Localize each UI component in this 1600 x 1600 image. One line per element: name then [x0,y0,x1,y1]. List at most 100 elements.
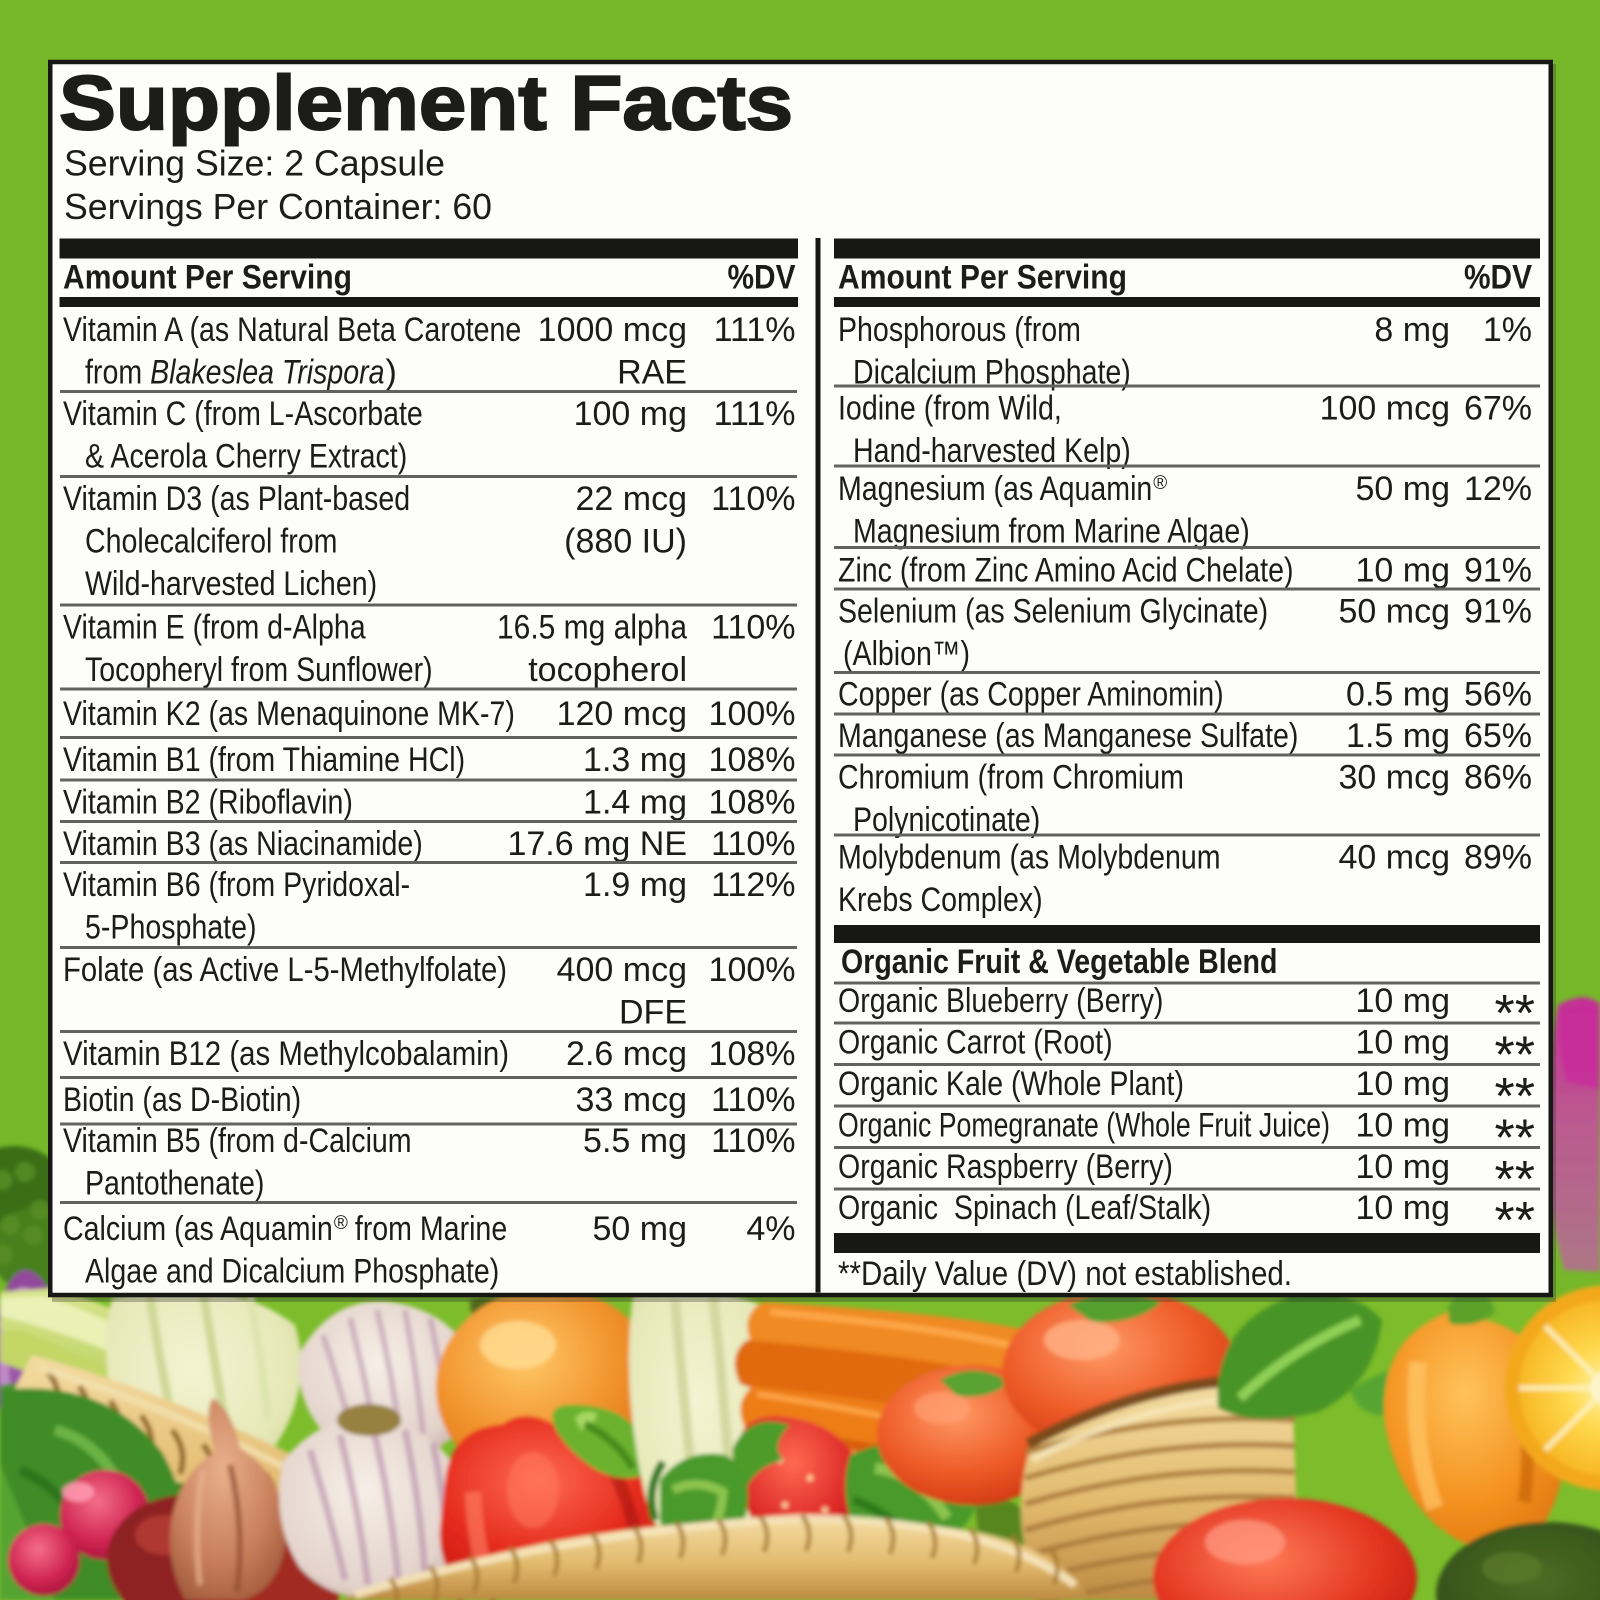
svg-text:Tocopheryl from Sunflower): Tocopheryl from Sunflower) [85,651,433,689]
svg-text:Algae and Dicalcium Phosphate): Algae and Dicalcium Phosphate) [85,1253,499,1291]
svg-text:17.6 mg NE: 17.6 mg NE [507,825,687,863]
svg-text:Organic Kale (Whole Plant): Organic Kale (Whole Plant) [838,1065,1184,1103]
svg-text:**: ** [1495,1110,1535,1168]
svg-text:Organic Spinach (Leaf/Stalk): Organic Spinach (Leaf/Stalk) [838,1189,1211,1227]
svg-text:tocopherol: tocopherol [528,651,687,689]
svg-text:Vitamin A (as Natural Beta Car: Vitamin A (as Natural Beta Carotene [63,311,521,349]
svg-text:Phosphorous (from: Phosphorous (from [838,311,1081,349]
svg-text:91%: 91% [1464,593,1532,631]
svg-text:1000 mcg: 1000 mcg [538,311,687,349]
svg-text:Organic Blueberry (Berry): Organic Blueberry (Berry) [838,982,1163,1020]
svg-text:Copper (as Copper Aminomin): Copper (as Copper Aminomin) [838,676,1224,714]
svg-text:from Marine: from Marine [355,1210,507,1248]
svg-text:Vitamin B1 (from Thiamine HCl): Vitamin B1 (from Thiamine HCl) [63,741,465,779]
svg-text:DFE: DFE [619,994,687,1032]
svg-text:111%: 111% [714,395,796,433]
svg-text:30 mcg: 30 mcg [1339,759,1451,797]
svg-text:Molybdenum (as Molybdenum: Molybdenum (as Molybdenum [838,839,1221,877]
svg-text:110%: 110% [711,1081,795,1119]
svg-text:Vitamin C (from L-Ascorbate: Vitamin C (from L-Ascorbate [63,395,423,433]
svg-text:**: ** [1495,985,1535,1043]
svg-text:0.5 mg: 0.5 mg [1346,676,1450,714]
svg-text:4%: 4% [746,1210,795,1248]
svg-text:Pantothenate): Pantothenate) [85,1165,264,1203]
svg-text:1.9 mg: 1.9 mg [583,866,687,904]
svg-text:Vitamin K2 (as Menaquinone MK-: Vitamin K2 (as Menaquinone MK-7) [63,695,515,733]
svg-text:110%: 110% [711,1122,795,1160]
svg-text:10 mg: 10 mg [1356,1024,1451,1062]
svg-text:Magnesium from Marine Algae): Magnesium from Marine Algae) [853,513,1250,551]
svg-text:50 mcg: 50 mcg [1339,593,1451,631]
svg-text:Vitamin B5 (from d-Calcium: Vitamin B5 (from d-Calcium [63,1122,412,1160]
svg-text:40 mcg: 40 mcg [1339,839,1451,877]
svg-text:Organic Carrot (Root): Organic Carrot (Root) [838,1024,1113,1062]
svg-text:Vitamin B12 (as Methylcobalami: Vitamin B12 (as Methylcobalamin) [63,1035,509,1073]
svg-text:Calcium (as Aquamin: Calcium (as Aquamin [63,1210,333,1248]
svg-text:50 mg: 50 mg [1356,470,1451,508]
svg-text:Vitamin D3 (as Plant-based: Vitamin D3 (as Plant-based [63,480,410,518]
svg-text:Amount Per Serving: Amount Per Serving [838,259,1127,297]
svg-text:10 mg: 10 mg [1356,982,1451,1020]
svg-text:Manganese (as Manganese Sulfat: Manganese (as Manganese Sulfate) [838,717,1298,755]
svg-text:Magnesium (as Aquamin: Magnesium (as Aquamin [838,470,1152,508]
svg-text:22 mcg: 22 mcg [576,480,688,518]
svg-text:Organic Raspberry (Berry): Organic Raspberry (Berry) [838,1148,1173,1186]
svg-text:Folate (as Active L-5-Methylfo: Folate (as Active L-5-Methylfolate) [63,951,507,989]
svg-text:Cholecalciferol from: Cholecalciferol from [85,523,337,561]
svg-text:56%: 56% [1464,676,1532,714]
svg-text:100 mg: 100 mg [574,395,687,433]
svg-text:®: ® [334,1213,348,1234]
svg-text:Vitamin E (from d-Alpha: Vitamin E (from d-Alpha [63,609,366,647]
svg-text:(Albion™): (Albion™) [843,635,970,673]
svg-text:%DV: %DV [728,259,796,297]
svg-text:Zinc (from Zinc Amino Acid Che: Zinc (from Zinc Amino Acid Chelate) [838,552,1294,590]
svg-text:100%: 100% [709,695,796,733]
svg-text:110%: 110% [711,825,795,863]
svg-text:67%: 67% [1464,390,1532,428]
svg-text:10 mg: 10 mg [1356,1107,1451,1145]
svg-text:Wild-harvested Lichen): Wild-harvested Lichen) [85,565,377,603]
svg-text:Krebs Complex): Krebs Complex) [838,881,1043,919]
svg-text:**: ** [1495,1151,1535,1209]
svg-text:%DV: %DV [1464,259,1532,297]
svg-text:100%: 100% [709,951,796,989]
svg-text:Supplement Facts: Supplement Facts [59,61,793,147]
svg-text:5-Phosphate): 5-Phosphate) [85,909,257,947]
svg-text:10 mg: 10 mg [1356,1065,1451,1103]
svg-text:from: from [85,354,142,392]
svg-text:Amount Per Serving: Amount Per Serving [63,259,352,297]
svg-text:33 mcg: 33 mcg [576,1081,688,1119]
svg-text:400 mcg: 400 mcg [557,951,687,989]
svg-text:RAE: RAE [617,354,687,392]
svg-text:89%: 89% [1464,839,1532,877]
svg-text:86%: 86% [1464,759,1532,797]
svg-text:Servings Per Container: 60: Servings Per Container: 60 [64,186,492,227]
svg-text:65%: 65% [1464,717,1532,755]
svg-text:Serving Size: 2 Capsule: Serving Size: 2 Capsule [64,143,445,184]
svg-text:111%: 111% [714,311,796,349]
svg-text:Organic Fruit & Vegetable Blen: Organic Fruit & Vegetable Blend [841,943,1277,981]
svg-text:Iodine (from Wild,: Iodine (from Wild, [838,390,1062,428]
svg-text:& Acerola Cherry Extract): & Acerola Cherry Extract) [85,438,407,476]
svg-text:Biotin (as D-Biotin): Biotin (as D-Biotin) [63,1081,301,1119]
svg-text:**Daily Value (DV) not establi: **Daily Value (DV) not established. [838,1255,1292,1293]
svg-text:5.5 mg: 5.5 mg [583,1122,687,1160]
svg-text:2.6 mcg: 2.6 mcg [566,1035,687,1073]
svg-text:): ) [386,354,397,392]
svg-text:1.5 mg: 1.5 mg [1346,717,1450,755]
svg-text:**: ** [1495,1068,1535,1126]
svg-text:50 mg: 50 mg [593,1210,688,1248]
svg-text:Vitamin B3 (as Niacinamide): Vitamin B3 (as Niacinamide) [63,825,423,863]
svg-text:Vitamin B2 (Riboflavin): Vitamin B2 (Riboflavin) [63,784,353,822]
svg-text:10 mg: 10 mg [1356,1189,1451,1227]
svg-text:**: ** [1495,1192,1535,1250]
svg-text:112%: 112% [711,866,795,904]
svg-text:120 mcg: 120 mcg [557,695,687,733]
svg-text:**: ** [1495,1027,1535,1085]
svg-text:110%: 110% [711,609,795,647]
svg-text:Blakeslea Trispora: Blakeslea Trispora [150,354,384,392]
svg-text:8 mg: 8 mg [1374,311,1450,349]
svg-text:1.4 mg: 1.4 mg [583,784,687,822]
svg-text:Vitamin B6 (from Pyridoxal-: Vitamin B6 (from Pyridoxal- [63,866,410,904]
svg-text:Chromium (from Chromium: Chromium (from Chromium [838,759,1184,797]
